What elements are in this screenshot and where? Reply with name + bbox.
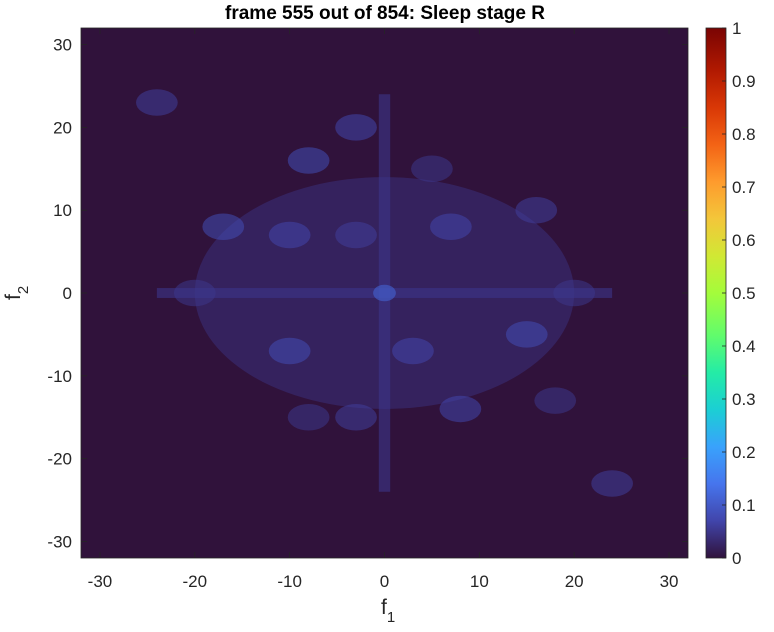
colorbar-tick-label: 0.3	[732, 390, 756, 409]
heatmap-layer	[136, 89, 633, 497]
heatmap-hotspot	[335, 114, 377, 141]
y-tick-label: 0	[63, 284, 72, 303]
y-axis-label: f2	[2, 286, 32, 300]
y-tick-label: 10	[53, 201, 72, 220]
y-axis-label-subscript: 2	[15, 286, 32, 294]
colorbar-tick-label: 0.9	[732, 72, 756, 91]
x-tick-label: -20	[183, 572, 208, 591]
x-axis-label-base: f	[381, 596, 387, 619]
colorbar-tick-label: 0.7	[732, 178, 756, 197]
heatmap-hotspot	[505, 321, 548, 348]
x-tick-label: 20	[565, 572, 584, 591]
heatmap-hotspot	[553, 279, 596, 307]
colorbar: 0 0.1 0.2 0.3 0.4 0.5 0.6 0.7 0.8 0.9 1	[705, 19, 756, 568]
colorbar-ticks: 0 0.1 0.2 0.3 0.4 0.5 0.6 0.7 0.8 0.9 1	[722, 19, 756, 568]
heatmap-hotspot	[515, 196, 558, 224]
x-tick-label: -10	[277, 572, 302, 591]
x-tick-label: -30	[88, 572, 113, 591]
x-axis-label: f1	[381, 596, 395, 626]
heatmap-hotspot	[591, 470, 633, 497]
heatmap-hotspot	[411, 155, 453, 183]
colorbar-tick-label: 0.2	[732, 443, 756, 462]
colorbar-tick-label: 1	[732, 19, 741, 38]
heatmap-hotspot	[136, 89, 178, 116]
x-tick-label: 10	[470, 572, 489, 591]
y-axis-label-base: f	[2, 294, 25, 300]
y-tick-label: -10	[47, 367, 72, 386]
heatmap-hotspot	[173, 279, 216, 307]
x-axis-label-subscript: 1	[387, 609, 395, 626]
x-tick-label: 30	[660, 572, 679, 591]
chart-title: frame 555 out of 854: Sleep stage R	[225, 3, 545, 24]
y-tick-label: 20	[53, 118, 72, 137]
heatmap-hotspot	[268, 337, 311, 365]
colorbar-tick-label: 0.1	[732, 496, 756, 515]
heatmap-hotspot	[392, 337, 434, 365]
colorbar-tick-label: 0.5	[732, 284, 756, 303]
y-axis-ticks: -30 -20 -10 0 10 20 30	[47, 36, 688, 551]
heatmap-hotspot	[335, 221, 377, 249]
y-tick-label: -30	[47, 532, 72, 551]
heatmap-hotspot	[202, 213, 245, 240]
colorbar-tick-label: 0.6	[732, 231, 756, 250]
heatmap-center-peak	[373, 284, 396, 302]
y-tick-label: 30	[53, 36, 72, 55]
plot-area	[80, 27, 689, 559]
x-axis-ticks: -30 -20 -10 0 10 20 30	[88, 28, 679, 591]
heatmap-hotspot	[287, 403, 330, 431]
colorbar-tick-label: 0	[732, 549, 741, 568]
heatmap-hotspot	[534, 387, 577, 414]
heatmap-hotspot	[268, 221, 311, 249]
heatmap-hotspot	[439, 395, 482, 423]
x-tick-label: 0	[380, 572, 389, 591]
heatmap-hotspot	[287, 147, 330, 174]
heatmap-hotspot	[430, 213, 472, 240]
heatmap-hotspot	[335, 403, 377, 431]
colorbar-tick-label: 0.4	[732, 337, 756, 356]
colorbar-tick-label: 0.8	[732, 125, 756, 144]
y-tick-label: -20	[47, 450, 72, 469]
